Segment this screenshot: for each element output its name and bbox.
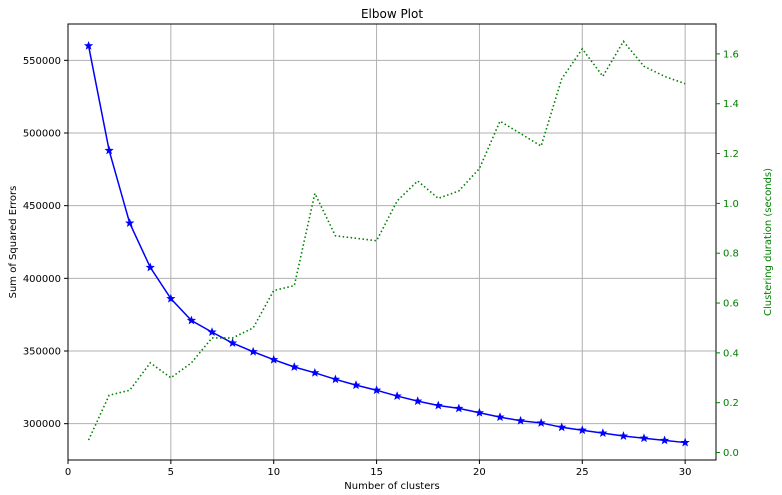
sse-point-marker xyxy=(351,380,361,390)
series-layer xyxy=(83,40,690,447)
sse-point-marker xyxy=(248,346,258,356)
sse-point-marker xyxy=(289,362,299,371)
sse-point-marker xyxy=(639,433,649,443)
sse-point-marker xyxy=(474,407,485,417)
y2-tick-label: 1.0 xyxy=(723,199,739,210)
sse-point-marker xyxy=(680,437,690,447)
sse-point-marker xyxy=(166,293,176,303)
grid xyxy=(67,24,716,460)
sse-point-marker xyxy=(207,327,217,337)
sse-point-marker xyxy=(330,374,341,384)
sse-point-marker xyxy=(269,354,279,364)
sse-point-marker xyxy=(186,315,197,325)
y2-tick-label: 0.4 xyxy=(723,348,739,359)
sse-point-marker xyxy=(495,412,505,422)
sse-point-marker xyxy=(433,400,443,410)
x-tick-label: 30 xyxy=(679,467,692,478)
sse-point-marker xyxy=(371,385,382,395)
y-tick-label: 450000 xyxy=(23,201,61,212)
y2-axis-title: Clustering duration (seconds) xyxy=(763,168,774,316)
ticks: 0 5 10 15 20 25 30 300000 350000 400000 450000 5000… xyxy=(23,49,739,478)
y2-tick-label: 0.0 xyxy=(723,448,739,459)
y-tick-label: 350000 xyxy=(23,347,61,358)
sse-series-line xyxy=(87,45,686,444)
y-tick-label: 550000 xyxy=(23,56,61,67)
sse-point-marker xyxy=(310,367,320,377)
y2-tick-label: 0.6 xyxy=(723,299,739,310)
duration-series-line xyxy=(87,40,686,441)
sse-point-marker xyxy=(659,435,670,445)
sse-point-marker xyxy=(536,418,546,427)
sse-point-marker xyxy=(454,403,464,413)
sse-point-marker xyxy=(227,338,238,347)
y2-tick-label: 1.4 xyxy=(723,99,739,110)
x-tick-label: 10 xyxy=(267,467,280,478)
y-axis-title: Sum of Squared Errors xyxy=(8,186,19,299)
sse-point-marker xyxy=(557,422,567,432)
sse-point-marker xyxy=(577,425,587,435)
y2-tick-label: 0.2 xyxy=(723,398,739,409)
y2-tick-label: 0.8 xyxy=(723,249,739,260)
plot-area-frame xyxy=(67,23,717,461)
sse-point-marker xyxy=(515,415,526,425)
x-tick-label: 20 xyxy=(473,467,486,478)
sse-point-marker xyxy=(598,428,608,438)
x-tick-label: 5 xyxy=(168,467,174,478)
sse-point-marker xyxy=(83,40,94,50)
sse-point-marker xyxy=(413,396,423,406)
y-tick-label: 400000 xyxy=(23,274,61,285)
x-tick-label: 0 xyxy=(65,467,71,478)
sse-point-marker xyxy=(145,262,155,272)
x-tick-label: 25 xyxy=(576,467,589,478)
y2-tick-label: 1.2 xyxy=(723,149,739,160)
y-tick-label: 300000 xyxy=(23,419,61,430)
x-tick-label: 15 xyxy=(370,467,383,478)
sse-point-marker xyxy=(125,218,135,228)
x-axis-title: Number of clusters xyxy=(344,481,439,492)
sse-point-marker xyxy=(104,145,114,155)
y-tick-label: 500000 xyxy=(23,129,61,140)
sse-point-marker xyxy=(618,431,629,440)
chart-title: Elbow Plot xyxy=(361,7,423,21)
sse-point-marker xyxy=(392,391,402,400)
y2-tick-label: 1.6 xyxy=(723,49,739,60)
